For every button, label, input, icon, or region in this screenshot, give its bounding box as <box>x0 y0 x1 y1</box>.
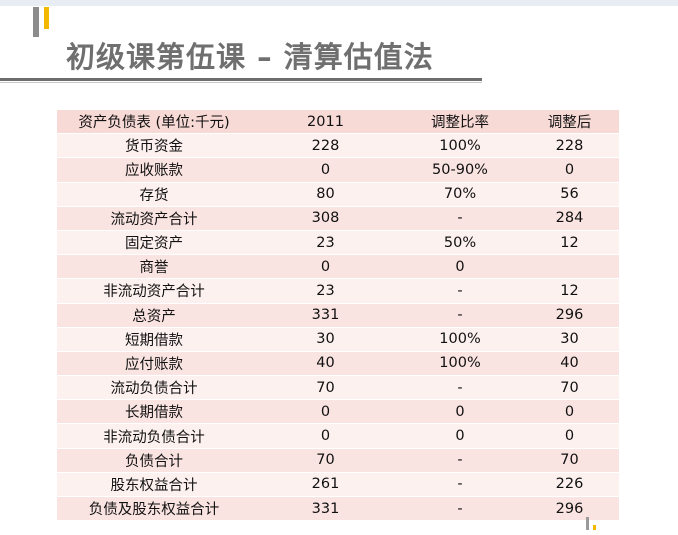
corner-accent-gold <box>593 525 596 530</box>
cell-ratio: 0 <box>400 254 520 280</box>
cell-2011: 23 <box>251 230 400 256</box>
row-label: 固定资产 <box>57 230 251 256</box>
cell-adjusted: 228 <box>520 133 619 159</box>
table-row: 商誉 0 0 <box>57 254 619 280</box>
table-row: 短期借款 30 100% 30 <box>57 327 619 352</box>
cell-adjusted: 0 <box>520 423 619 449</box>
cell-adjusted: 56 <box>520 182 619 207</box>
cell-adjusted: 30 <box>520 327 619 352</box>
cell-adjusted: 284 <box>520 206 619 231</box>
cell-2011: 308 <box>251 206 400 231</box>
row-label: 负债合计 <box>57 448 251 473</box>
cell-ratio: 0 <box>400 399 520 425</box>
cell-ratio: 50% <box>400 230 520 256</box>
cell-ratio: 100% <box>400 133 520 159</box>
balance-sheet-table: 资产负债表 (单位:千元) 2011 调整比率 调整后 货币资金 228 100… <box>57 110 619 522</box>
title-underline-shadow <box>0 82 482 83</box>
cell-2011: 70 <box>251 448 400 473</box>
table-row: 流动负债合计 70 - 70 <box>57 375 619 401</box>
row-label: 非流动资产合计 <box>57 278 251 304</box>
cell-ratio: - <box>400 448 520 473</box>
cell-ratio: 100% <box>400 351 520 377</box>
table-row: 货币资金 228 100% 228 <box>57 133 619 159</box>
cell-2011: 23 <box>251 278 400 304</box>
table-row: 负债合计 70 - 70 <box>57 448 619 473</box>
table-row: 存货 80 70% 56 <box>57 182 619 207</box>
row-label: 非流动负债合计 <box>57 423 251 449</box>
cell-ratio: - <box>400 206 520 231</box>
table-row: 负债及股东权益合计 331 - 296 <box>57 496 619 522</box>
table-row: 股东权益合计 261 - 226 <box>57 472 619 498</box>
cell-2011: 228 <box>251 133 400 159</box>
cell-adjusted: 296 <box>520 303 619 328</box>
row-label: 存货 <box>57 182 251 207</box>
cell-2011: 70 <box>251 375 400 401</box>
cell-adjusted: 0 <box>520 157 619 183</box>
row-label: 总资产 <box>57 303 251 328</box>
table-header-row: 资产负债表 (单位:千元) 2011 调整比率 调整后 <box>57 110 619 135</box>
row-label: 流动负债合计 <box>57 375 251 401</box>
row-label: 股东权益合计 <box>57 472 251 498</box>
cell-adjusted: 296 <box>520 496 619 522</box>
cell-ratio: - <box>400 472 520 498</box>
top-band <box>0 0 678 6</box>
header-item: 资产负债表 (单位:千元) <box>57 110 251 135</box>
cell-adjusted: 70 <box>520 448 619 473</box>
table-row: 流动资产合计 308 - 284 <box>57 206 619 231</box>
cell-ratio: 0 <box>400 423 520 449</box>
cell-adjusted <box>520 254 619 280</box>
cell-adjusted: 12 <box>520 230 619 256</box>
cell-ratio: 50-90% <box>400 157 520 183</box>
corner-accent-gray <box>586 517 589 530</box>
table-row: 长期借款 0 0 0 <box>57 399 619 425</box>
cell-2011: 0 <box>251 423 400 449</box>
cell-ratio: - <box>400 496 520 522</box>
cell-ratio: - <box>400 278 520 304</box>
slide-title: 初级课第伍课 – 清算估值法 <box>66 40 434 74</box>
header-adjusted: 调整后 <box>520 110 619 135</box>
cell-2011: 30 <box>251 327 400 352</box>
cell-adjusted: 70 <box>520 375 619 401</box>
table-row: 总资产 331 - 296 <box>57 303 619 328</box>
cell-adjusted: 226 <box>520 472 619 498</box>
cell-ratio: - <box>400 375 520 401</box>
cell-2011: 261 <box>251 472 400 498</box>
row-label: 应付账款 <box>57 351 251 377</box>
table-row: 应收账款 0 50-90% 0 <box>57 157 619 183</box>
row-label: 短期借款 <box>57 327 251 352</box>
row-label: 流动资产合计 <box>57 206 251 231</box>
cell-adjusted: 40 <box>520 351 619 377</box>
cell-2011: 80 <box>251 182 400 207</box>
header-adjust-ratio: 调整比率 <box>400 110 520 135</box>
row-label: 货币资金 <box>57 133 251 159</box>
cell-ratio: 100% <box>400 327 520 352</box>
table-row: 应付账款 40 100% 40 <box>57 351 619 377</box>
table-row: 非流动资产合计 23 - 12 <box>57 278 619 304</box>
table-row: 非流动负债合计 0 0 0 <box>57 423 619 449</box>
title-underline <box>0 78 482 81</box>
cell-ratio: 70% <box>400 182 520 207</box>
cell-2011: 0 <box>251 399 400 425</box>
cell-2011: 0 <box>251 254 400 280</box>
cell-adjusted: 12 <box>520 278 619 304</box>
header-year: 2011 <box>251 110 400 135</box>
cell-ratio: - <box>400 303 520 328</box>
table-row: 固定资产 23 50% 12 <box>57 230 619 256</box>
row-label: 应收账款 <box>57 157 251 183</box>
accent-bar-gray <box>33 7 39 37</box>
row-label: 长期借款 <box>57 399 251 425</box>
cell-2011: 0 <box>251 157 400 183</box>
cell-2011: 40 <box>251 351 400 377</box>
row-label: 商誉 <box>57 254 251 280</box>
accent-bar-gold <box>44 7 49 29</box>
cell-2011: 331 <box>251 496 400 522</box>
row-label: 负债及股东权益合计 <box>57 496 251 522</box>
cell-adjusted: 0 <box>520 399 619 425</box>
cell-2011: 331 <box>251 303 400 328</box>
